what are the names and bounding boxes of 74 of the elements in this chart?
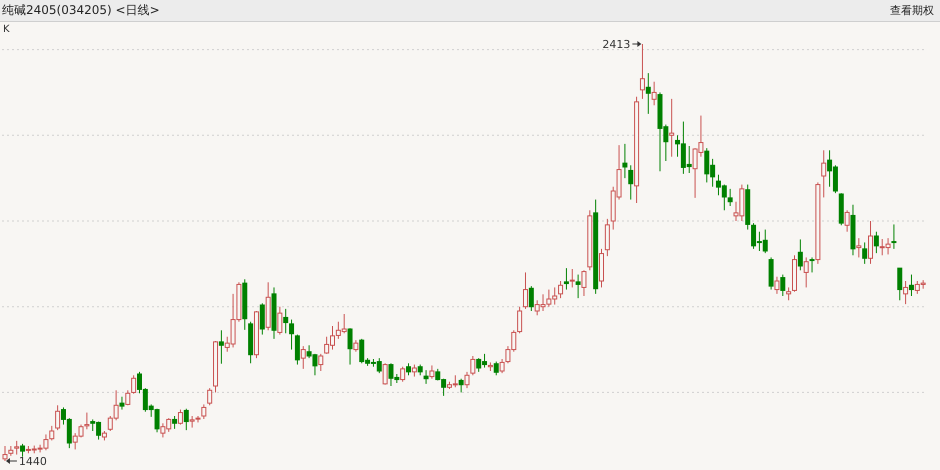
candlestick — [576, 274, 581, 299]
candlestick — [570, 268, 575, 288]
candlestick — [868, 220, 874, 264]
text: 查看期权 — [890, 3, 934, 18]
candlestick — [821, 150, 826, 198]
candlestick — [874, 231, 879, 254]
candlestick — [218, 330, 224, 364]
candlestick — [318, 353, 324, 372]
candlestick — [294, 334, 300, 366]
candlestick — [172, 416, 178, 430]
candlestick — [283, 308, 288, 334]
candlestick — [400, 366, 406, 382]
candlestick — [260, 302, 265, 336]
candlestick — [207, 388, 212, 406]
candlestick — [277, 306, 282, 336]
candlestick — [564, 268, 569, 290]
candlestick — [862, 242, 868, 264]
candlestick — [558, 280, 564, 299]
candlestick — [424, 370, 429, 384]
candlestick — [125, 390, 130, 406]
candlestick — [348, 328, 353, 366]
candlestick — [119, 396, 124, 410]
candlestick — [728, 188, 733, 206]
candlestick — [201, 404, 206, 420]
candlestick — [522, 272, 528, 310]
candlestick — [8, 446, 14, 456]
candlestick — [628, 164, 634, 200]
candlestick — [810, 256, 815, 273]
candlestick — [49, 425, 54, 441]
annotation: 2413 — [602, 38, 630, 51]
candlestick — [646, 72, 651, 114]
candlestick — [786, 286, 792, 301]
candlestick — [55, 404, 60, 431]
candlestick — [669, 98, 674, 158]
candlestick — [418, 364, 423, 376]
candlestick — [382, 362, 388, 386]
candlestick — [844, 210, 850, 232]
candlestick — [798, 238, 803, 271]
candlestick — [780, 274, 786, 296]
chart-title: 纯碱2405(034205) <日线> — [2, 2, 160, 19]
candlestick — [2, 446, 8, 461]
candlestick — [897, 268, 902, 301]
candlestick — [412, 364, 417, 378]
candlestick — [14, 440, 20, 456]
candlestick — [458, 378, 464, 393]
candlestick — [622, 143, 628, 179]
candlestick — [190, 416, 195, 428]
candlestick — [891, 224, 896, 250]
candlestick — [652, 81, 657, 106]
candlestick — [640, 44, 645, 100]
candlestick — [856, 238, 862, 258]
candlestick — [131, 374, 136, 394]
candlestick — [804, 256, 809, 288]
candlestick — [300, 346, 306, 370]
candlestick — [429, 364, 434, 380]
annotation: 1440 — [18, 455, 47, 468]
candlestick — [464, 371, 470, 389]
candlestick — [406, 362, 412, 376]
candlestick — [500, 358, 505, 374]
candlestick — [903, 280, 908, 305]
candlestick — [581, 270, 586, 296]
candlestick — [289, 319, 294, 350]
candlestick — [102, 430, 107, 441]
candlestick — [517, 306, 522, 334]
candlestick — [353, 340, 358, 352]
candlestick — [470, 356, 476, 376]
candlestick — [178, 409, 183, 426]
text: K — [3, 24, 10, 35]
candlestick — [908, 274, 914, 296]
candlestick — [774, 276, 780, 294]
candlestick — [184, 408, 189, 431]
candlestick — [20, 443, 26, 458]
candlestick — [528, 286, 534, 312]
candlestick — [494, 361, 499, 376]
